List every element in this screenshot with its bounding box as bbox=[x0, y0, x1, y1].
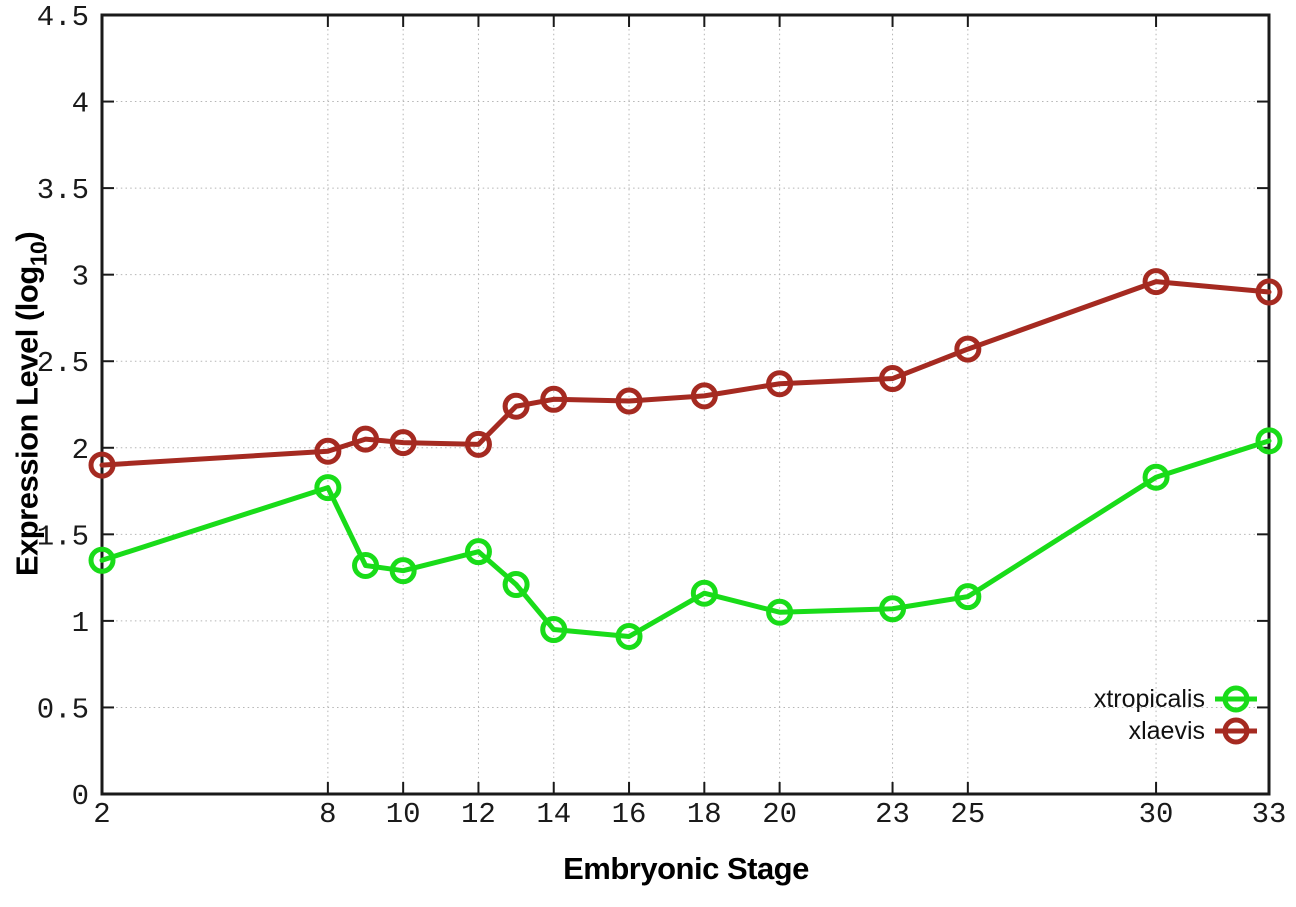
y-axis-title-close-paren: ) bbox=[9, 231, 45, 242]
x-tick-label: 30 bbox=[1139, 798, 1174, 831]
x-tick-label: 8 bbox=[319, 798, 336, 831]
data-point-xtropicalis bbox=[352, 551, 380, 579]
legend-sample-line-point-icon bbox=[1215, 685, 1257, 713]
x-tick-label: 14 bbox=[536, 798, 571, 831]
x-tick-label: 18 bbox=[687, 798, 722, 831]
data-point-xlaevis bbox=[389, 429, 417, 457]
x-tick-label: 23 bbox=[875, 798, 910, 831]
data-point-xlaevis bbox=[879, 365, 907, 393]
series-line-xlaevis bbox=[99, 279, 1272, 468]
x-axis-title: Embryonic Stage bbox=[563, 851, 809, 886]
data-point-xlaevis bbox=[314, 437, 342, 465]
data-point-xlaevis bbox=[954, 335, 982, 363]
y-tick-label: 0.5 bbox=[37, 693, 89, 726]
legend-item-xtropicalis: xtropicalis bbox=[1094, 683, 1258, 715]
legend-sample-line-point-icon bbox=[1215, 717, 1257, 745]
legend-item-xlaevis: xlaevis bbox=[1129, 715, 1258, 747]
plot-border bbox=[100, 13, 1271, 796]
x-tick-label: 25 bbox=[950, 798, 985, 831]
legend: xtropicalis xlaevis bbox=[1094, 683, 1258, 747]
y-tick-label: 4.5 bbox=[37, 1, 89, 34]
y-tick-label: 4 bbox=[72, 88, 89, 121]
y-tick-label: 2 bbox=[72, 434, 89, 467]
data-point-xtropicalis bbox=[314, 474, 342, 502]
data-point-xlaevis bbox=[88, 451, 116, 479]
data-point-xtropicalis bbox=[540, 616, 568, 644]
data-point-xtropicalis bbox=[1255, 427, 1283, 455]
y-tick-label: 2.5 bbox=[37, 347, 89, 380]
y-axis-title-subscript: 10 bbox=[25, 241, 52, 267]
y-axis-title: Expression Level (log10) bbox=[9, 231, 52, 577]
y-tick-label: 1 bbox=[72, 607, 89, 640]
data-point-xtropicalis bbox=[88, 546, 116, 574]
data-point-xtropicalis bbox=[879, 595, 907, 623]
data-point-xtropicalis bbox=[464, 538, 492, 566]
data-point-xtropicalis bbox=[615, 622, 643, 650]
data-point-xlaevis bbox=[766, 370, 794, 398]
legend-label-xlaevis: xlaevis bbox=[1128, 716, 1205, 745]
data-point-xtropicalis bbox=[766, 598, 794, 626]
data-point-xtropicalis bbox=[502, 571, 530, 599]
data-point-xlaevis bbox=[464, 430, 492, 458]
data-point-xlaevis bbox=[352, 425, 380, 453]
y-tick-label: 1.5 bbox=[37, 520, 89, 553]
data-point-xlaevis bbox=[1255, 278, 1283, 306]
y-tick-label: 3.5 bbox=[37, 174, 89, 207]
data-point-xtropicalis bbox=[389, 557, 417, 585]
data-point-xtropicalis bbox=[1142, 463, 1170, 491]
series-line-xtropicalis bbox=[99, 438, 1272, 639]
data-point-xtropicalis bbox=[954, 583, 982, 611]
x-tick-label: 20 bbox=[762, 798, 797, 831]
legend-label-xtropicalis: xtropicalis bbox=[1093, 684, 1205, 713]
x-tick-label: 33 bbox=[1252, 798, 1287, 831]
x-tick-label: 2 bbox=[93, 798, 110, 831]
data-point-xlaevis bbox=[540, 385, 568, 413]
x-tick-label: 12 bbox=[461, 798, 496, 831]
data-point-xlaevis bbox=[690, 382, 718, 410]
data-point-xlaevis bbox=[502, 392, 530, 420]
y-tick-label: 3 bbox=[72, 261, 89, 294]
y-axis-title-text: Expression Level (log bbox=[9, 266, 45, 577]
x-tick-label: 16 bbox=[612, 798, 647, 831]
y-tick-label: 0 bbox=[72, 780, 89, 813]
data-point-xlaevis bbox=[615, 387, 643, 415]
data-point-xtropicalis bbox=[690, 579, 718, 607]
data-point-xlaevis bbox=[1142, 268, 1170, 296]
x-tick-label: 10 bbox=[386, 798, 421, 831]
